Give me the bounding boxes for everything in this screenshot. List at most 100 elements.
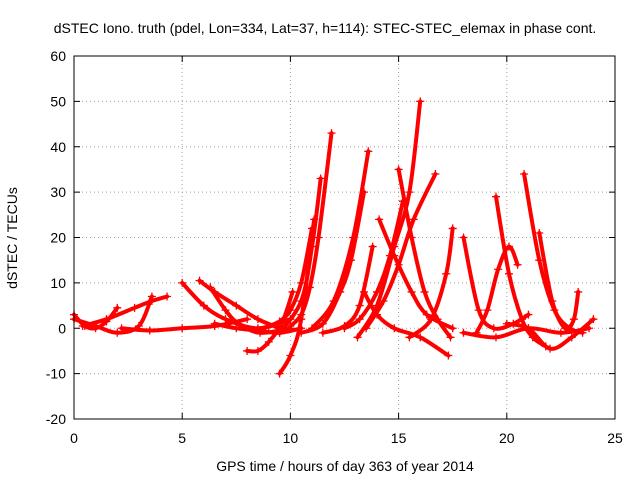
y-tick-label: 30 xyxy=(50,184,66,200)
x-tick-label: 15 xyxy=(391,430,407,446)
data-point-marker xyxy=(504,242,513,251)
data-point-marker xyxy=(297,278,306,287)
data-point-marker xyxy=(340,324,349,333)
data-point-marker xyxy=(513,260,522,269)
data-point-marker xyxy=(448,224,457,233)
data-point-marker xyxy=(178,278,187,287)
y-tick-label: 50 xyxy=(50,93,66,109)
y-tick-label: 60 xyxy=(50,48,66,64)
data-point-marker xyxy=(163,292,172,301)
data-point-marker xyxy=(145,326,154,335)
data-point-marker xyxy=(416,97,425,106)
data-point-marker xyxy=(305,283,314,292)
data-point-marker xyxy=(548,297,557,306)
data-point-marker xyxy=(327,129,336,138)
data-point-marker xyxy=(178,324,187,333)
data-point-marker xyxy=(286,351,295,360)
data-point-marker xyxy=(446,333,455,342)
data-point-marker xyxy=(318,328,327,337)
data-point-marker xyxy=(130,303,139,312)
data-point-marker xyxy=(195,276,204,285)
data-point-marker xyxy=(349,233,358,242)
data-point-marker xyxy=(375,215,384,224)
data-point-marker xyxy=(524,310,533,319)
data-point-marker xyxy=(407,287,416,296)
data-point-marker xyxy=(318,319,327,328)
data-point-marker xyxy=(316,174,325,183)
series-arc15 xyxy=(310,149,371,331)
data-point-marker xyxy=(113,303,122,312)
data-point-marker xyxy=(232,324,241,333)
data-point-marker xyxy=(489,324,498,333)
data-point-marker xyxy=(390,251,399,260)
data-point-marker xyxy=(297,310,306,319)
data-point-marker xyxy=(474,306,483,315)
data-point-marker xyxy=(264,337,273,346)
data-point-marker xyxy=(491,192,500,201)
data-point-marker xyxy=(253,346,262,355)
data-point-marker xyxy=(314,233,323,242)
data-point-marker xyxy=(308,242,317,251)
data-point-marker xyxy=(546,344,555,353)
data-point-marker xyxy=(556,328,565,337)
series-arc13 xyxy=(277,176,323,335)
data-point-marker xyxy=(459,233,468,242)
data-point-marker xyxy=(329,297,338,306)
x-axis-label: GPS time / hours of day 363 of year 2014 xyxy=(216,458,474,474)
y-axis-label: dSTEC / TECUs xyxy=(4,187,20,289)
data-point-marker xyxy=(491,333,500,342)
data-point-marker xyxy=(221,306,230,315)
data-point-marker xyxy=(362,324,371,333)
x-tick-label: 20 xyxy=(499,430,515,446)
data-point-marker xyxy=(574,287,583,296)
data-point-marker xyxy=(253,315,262,324)
data-point-marker xyxy=(379,297,388,306)
data-point-marker xyxy=(483,306,492,315)
data-point-marker xyxy=(102,315,111,324)
data-point-marker xyxy=(234,319,243,328)
grid-lines xyxy=(74,56,615,419)
data-point-marker xyxy=(394,165,403,174)
data-point-marker xyxy=(275,317,284,326)
data-point-marker xyxy=(221,315,230,324)
data-point-marker xyxy=(502,319,511,328)
data-point-marker xyxy=(390,324,399,333)
y-tick-label: 20 xyxy=(50,230,66,246)
axis-ticks: 0 5 10 15 20 25 -20 -10 0 10 20 30 40 50 60 xyxy=(46,48,623,446)
y-tick-label: 0 xyxy=(58,320,66,336)
data-point-marker xyxy=(569,315,578,324)
data-point-marker xyxy=(504,269,513,278)
x-tick-label: 10 xyxy=(283,430,299,446)
data-point-marker xyxy=(585,324,594,333)
data-point-marker xyxy=(355,315,364,324)
data-point-marker xyxy=(117,324,126,333)
data-point-marker xyxy=(520,169,529,178)
data-point-marker xyxy=(275,369,284,378)
data-point-marker xyxy=(113,328,122,337)
data-point-marker xyxy=(359,287,368,296)
data-point-marker xyxy=(459,328,468,337)
y-tick-label: 40 xyxy=(50,139,66,155)
data-point-marker xyxy=(407,233,416,242)
data-point-marker xyxy=(416,333,425,342)
data-point-marker xyxy=(535,228,544,237)
data-point-marker xyxy=(409,215,418,224)
y-tick-label: 10 xyxy=(50,275,66,291)
data-point-marker xyxy=(355,301,364,310)
y-tick-label: -20 xyxy=(46,411,66,427)
data-point-marker xyxy=(405,188,414,197)
y-tick-label: -10 xyxy=(46,366,66,382)
data-point-marker xyxy=(567,333,576,342)
data-point-marker xyxy=(147,297,156,306)
data-point-marker xyxy=(264,321,273,330)
data-point-marker xyxy=(232,301,241,310)
data-point-marker xyxy=(364,147,373,156)
data-point-marker xyxy=(368,242,377,251)
data-point-marker xyxy=(199,301,208,310)
data-point-marker xyxy=(243,315,252,324)
data-point-marker xyxy=(206,283,215,292)
x-tick-label: 25 xyxy=(607,430,623,446)
data-point-marker xyxy=(308,324,317,333)
data-point-marker xyxy=(535,256,544,265)
data-point-marker xyxy=(444,351,453,360)
